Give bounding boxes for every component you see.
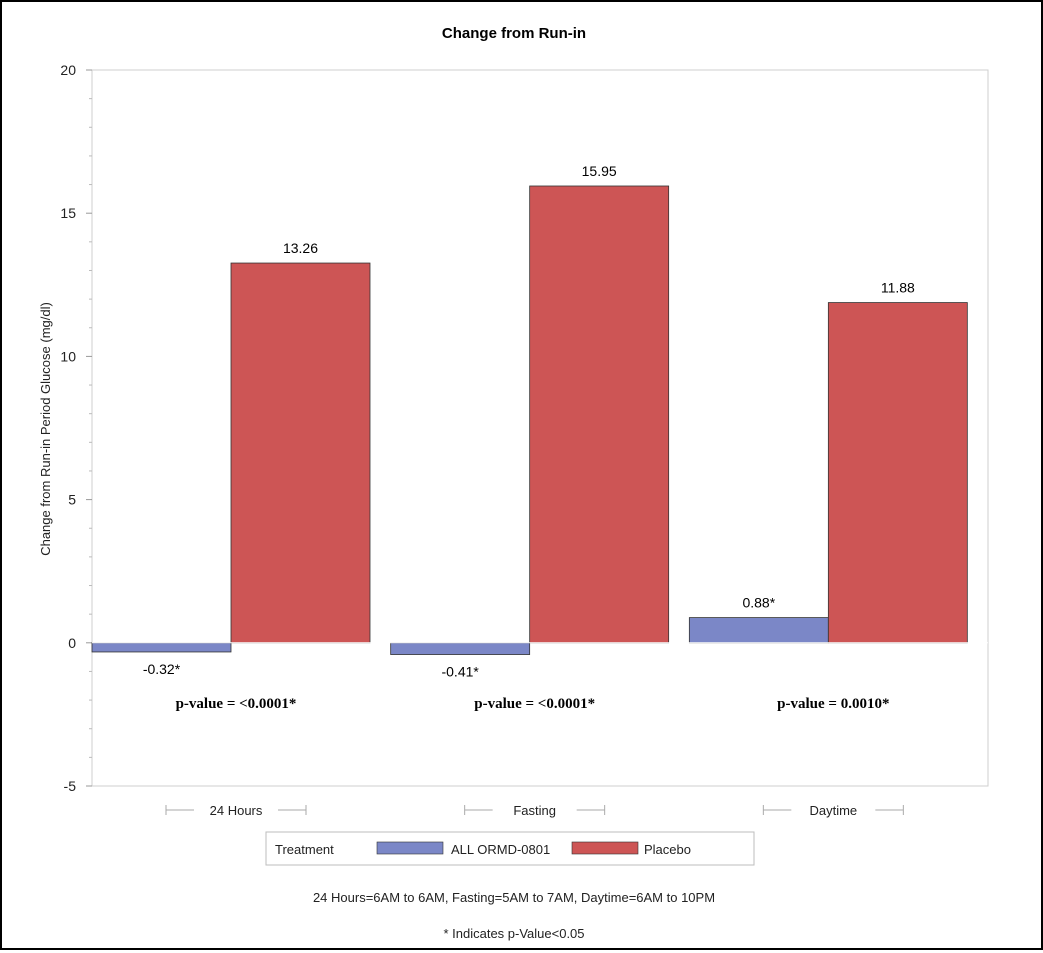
bar-value-label: 13.26 <box>283 240 318 256</box>
bar-value-label: 0.88* <box>742 595 775 611</box>
y-tick-label: -5 <box>64 778 77 794</box>
y-axis-label: Change from Run-in Period Glucose (mg/dl… <box>38 302 53 556</box>
bar-value-label: 11.88 <box>881 280 915 296</box>
footnote-definitions: 24 Hours=6AM to 6AM, Fasting=5AM to 7AM,… <box>313 890 715 905</box>
bar-ormd <box>391 643 530 655</box>
p-value-annotation: p-value = 0.0010* <box>777 696 889 712</box>
p-value-annotation: p-value = <0.0001* <box>474 696 595 712</box>
y-tick-label: 15 <box>60 205 76 221</box>
x-tick-label: 24 Hours <box>210 803 263 818</box>
bar-value-label: -0.41* <box>441 664 479 680</box>
x-axis: 24 Hours Fasting Daytime <box>166 803 903 818</box>
legend-label: ALL ORMD-0801 <box>451 842 550 857</box>
p-value-annotation: p-value = <0.0001* <box>176 696 297 712</box>
x-tick-label: Daytime <box>809 803 857 818</box>
bars: -0.32* 13.26 p-value = <0.0001* -0.41* 15.95… <box>92 163 988 712</box>
y-axis: -5 0 5 10 15 20 <box>60 62 92 794</box>
y-tick-label: 0 <box>68 635 76 651</box>
x-tick-label: Fasting <box>513 803 556 818</box>
bar-value-label: -0.32* <box>143 661 181 677</box>
bar-ormd <box>92 643 231 652</box>
bar-placebo <box>231 263 370 643</box>
bar-ormd <box>689 618 828 643</box>
y-tick-label: 5 <box>68 492 76 508</box>
legend-swatch <box>377 842 443 854</box>
chart-title: Change from Run-in <box>442 25 586 42</box>
legend-title: Treatment <box>275 842 334 857</box>
footnote-significance: * Indicates p-Value<0.05 <box>443 926 584 941</box>
bar-value-label: 15.95 <box>582 163 617 179</box>
legend: Treatment ALL ORMD-0801 Placebo <box>266 832 754 865</box>
y-tick-label: 20 <box>60 62 76 78</box>
legend-swatch <box>572 842 638 854</box>
y-tick-label: 10 <box>60 348 76 364</box>
bar-placebo <box>530 186 669 643</box>
bar-placebo <box>828 303 967 643</box>
legend-label: Placebo <box>644 842 691 857</box>
